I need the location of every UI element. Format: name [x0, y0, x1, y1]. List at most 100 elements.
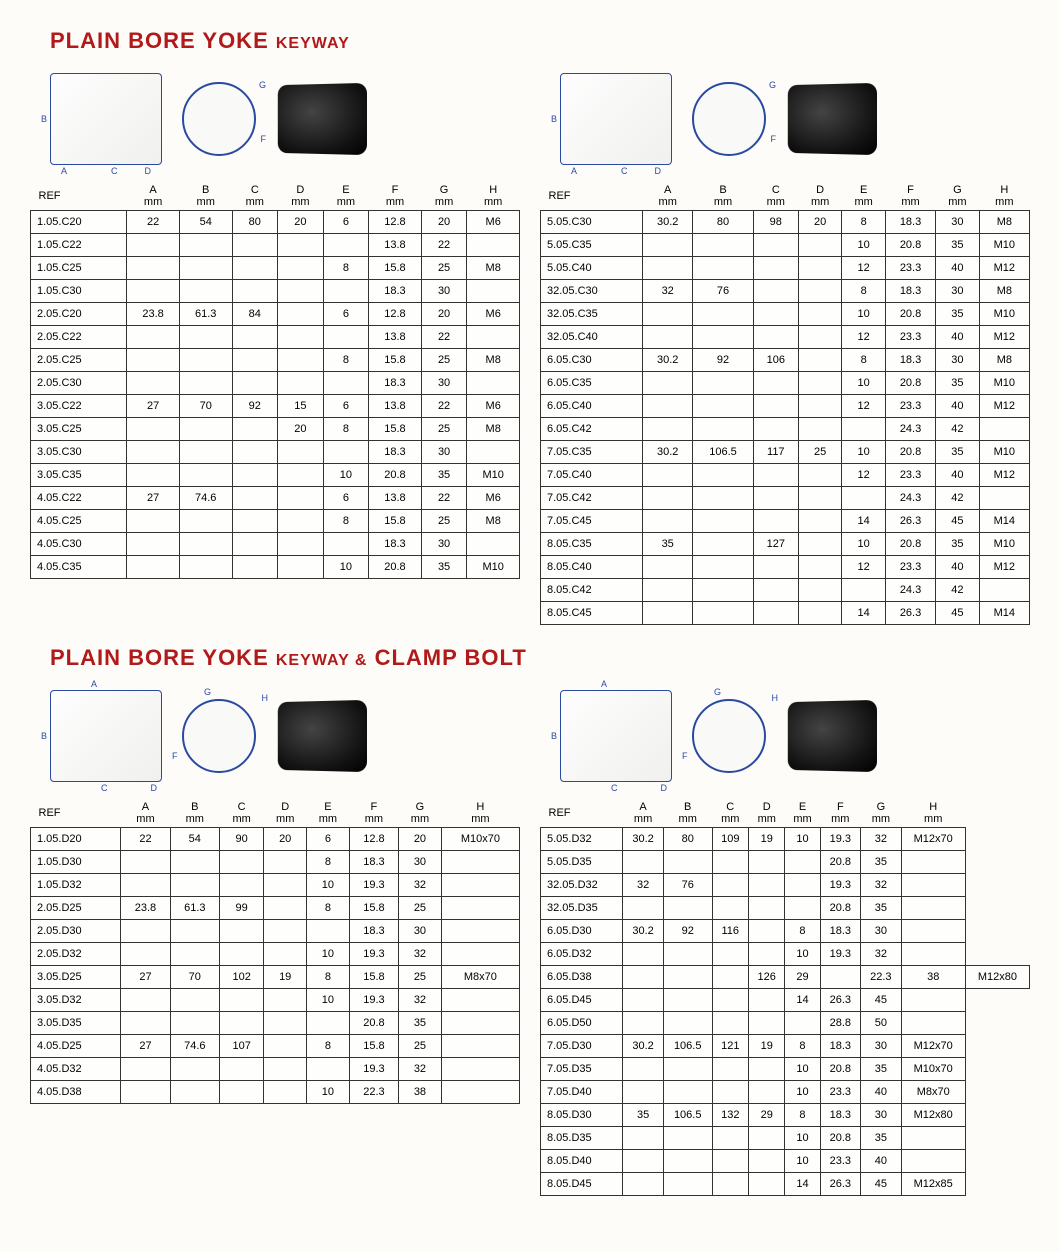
col-header: Fmm [369, 182, 422, 211]
table-cell [663, 897, 712, 920]
table-cell: 5.05.C40 [541, 257, 643, 280]
col-header: Amm [127, 182, 180, 211]
table-cell [693, 602, 753, 625]
table-cell: 8 [323, 349, 369, 372]
table-cell: 7.05.C42 [541, 487, 643, 510]
table-cell: 2.05.D25 [31, 897, 121, 920]
table-cell: 121 [712, 1035, 748, 1058]
table-cell: M12 [979, 326, 1029, 349]
table-cell: 30 [936, 211, 980, 234]
table-cell [307, 1012, 350, 1035]
table-cell [643, 556, 693, 579]
table-cell: 3.05.C35 [31, 464, 127, 487]
table-cell: 32.05.C35 [541, 303, 643, 326]
col-header: Hmm [441, 799, 519, 828]
table-row: 2.05.C2213.822 [31, 326, 520, 349]
table-cell: 32 [861, 828, 902, 851]
table-cell [219, 1081, 263, 1104]
table-cell: 30.2 [623, 1035, 664, 1058]
table-cell [323, 533, 369, 556]
table-cell [232, 487, 278, 510]
table-row: 2.05.D3018.330 [31, 920, 520, 943]
table-cell [753, 487, 798, 510]
table-row: 7.05.D351020.835M10x70 [541, 1058, 1030, 1081]
table-cell [232, 556, 278, 579]
table-cell: 32.05.D32 [541, 874, 623, 897]
table-cell: 30.2 [643, 211, 693, 234]
table-cell [693, 303, 753, 326]
table-row: 5.05.C3030.2809820818.330M8 [541, 211, 1030, 234]
table-cell: 30 [421, 280, 467, 303]
col-header: Gmm [421, 182, 467, 211]
table-cell: 6 [323, 487, 369, 510]
table-cell: 7.05.C45 [541, 510, 643, 533]
part-photo [788, 700, 877, 772]
table-cell: 8.05.D40 [541, 1150, 623, 1173]
section2-left-block: B A C D G H F REFAmmBmmCmmDmmEmmFmmGmmHm… [30, 681, 520, 1104]
table-row: 8.05.C35351271020.835M10 [541, 533, 1030, 556]
table-cell: 6.05.D45 [541, 989, 623, 1012]
table-cell: 15.8 [349, 966, 398, 989]
table-cell [127, 556, 180, 579]
table-cell [441, 943, 519, 966]
table-cell [693, 326, 753, 349]
table-row: 7.05.C451426.345M14 [541, 510, 1030, 533]
table-cell [127, 280, 180, 303]
table-cell [842, 579, 886, 602]
table-cell: 29 [749, 1104, 785, 1127]
table-cell: M12x80 [901, 1104, 965, 1127]
table-cell: 10 [785, 828, 820, 851]
table-cell: 25 [399, 897, 442, 920]
table-cell: 2.05.C20 [31, 303, 127, 326]
table-header-row: REFAmmBmmCmmDmmEmmFmmGmmHmm [541, 182, 1030, 211]
table-cell: M10 [979, 372, 1029, 395]
table-cell: 14 [785, 1173, 820, 1196]
table-cell: 7.05.C40 [541, 464, 643, 487]
table-cell [264, 989, 307, 1012]
table-cell: 10 [323, 556, 369, 579]
table-cell [712, 1150, 748, 1173]
table-cell [127, 464, 180, 487]
table-cell [623, 1150, 664, 1173]
table-cell [820, 966, 861, 989]
table-cell [643, 487, 693, 510]
table-cell: 22 [421, 487, 467, 510]
table-row: 7.05.D401023.340M8x70 [541, 1081, 1030, 1104]
col-header: Fmm [349, 799, 398, 828]
diagram-front-view: B A C D [50, 73, 162, 165]
col-header: Amm [121, 799, 170, 828]
table-row: 32.05.C351020.835M10 [541, 303, 1030, 326]
table-cell [441, 1012, 519, 1035]
table-row: 1.05.C2213.822 [31, 234, 520, 257]
table-cell [623, 943, 664, 966]
table-cell [712, 1173, 748, 1196]
table-cell [712, 966, 748, 989]
table-cell: 7.05.D40 [541, 1081, 623, 1104]
table-cell [441, 897, 519, 920]
table-cell: 30 [421, 533, 467, 556]
table-row: 8.05.D351020.835 [541, 1127, 1030, 1150]
table-row: 2.05.D321019.332 [31, 943, 520, 966]
table-cell: 7.05.D35 [541, 1058, 623, 1081]
table-cell: 12 [842, 395, 886, 418]
table-cell [901, 1012, 965, 1035]
table-cell: 35 [861, 1058, 902, 1081]
table-cell: 42 [936, 487, 980, 510]
table-cell: 20 [278, 211, 324, 234]
table-cell [753, 510, 798, 533]
table-cell: 20.8 [349, 1012, 398, 1035]
table-cell: 8 [307, 897, 350, 920]
table-cell: 8 [842, 349, 886, 372]
table-cell: 30 [421, 372, 467, 395]
table-cell [127, 533, 180, 556]
table-cell [643, 579, 693, 602]
section2-title: PLAIN BORE YOKE KEYWAY & CLAMP BOLT [50, 645, 1030, 671]
table-cell: 14 [785, 989, 820, 1012]
table-cell: 106 [753, 349, 798, 372]
table-cell [127, 349, 180, 372]
table-cell: 30 [421, 441, 467, 464]
table-cell [441, 989, 519, 1012]
table-cell: 22 [127, 211, 180, 234]
table-cell [127, 257, 180, 280]
diagram-front-view: B A C D [560, 73, 672, 165]
